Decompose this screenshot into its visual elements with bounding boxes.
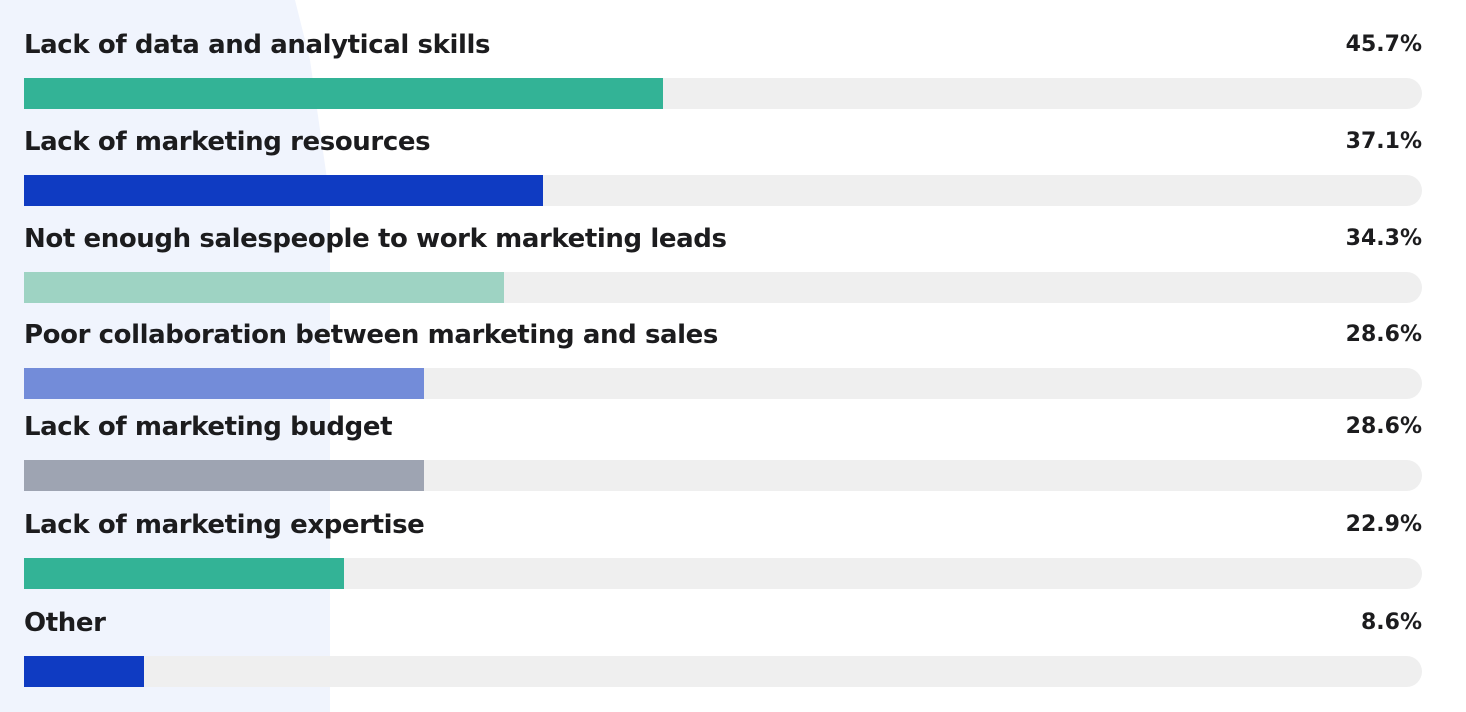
bar-track bbox=[24, 460, 1422, 491]
category-label: Not enough salespeople to work marketing… bbox=[24, 224, 727, 254]
bar-track bbox=[24, 558, 1422, 589]
category-label: Other bbox=[24, 608, 106, 638]
value-label: 37.1% bbox=[1345, 129, 1422, 154]
value-label: 8.6% bbox=[1360, 610, 1422, 635]
bar bbox=[24, 368, 424, 399]
category-label: Lack of marketing expertise bbox=[24, 510, 425, 540]
category-label: Lack of marketing resources bbox=[24, 127, 431, 157]
bar-track bbox=[24, 78, 1422, 109]
value-label: 34.3% bbox=[1345, 226, 1422, 251]
bar bbox=[24, 656, 144, 687]
bar-track bbox=[24, 175, 1422, 206]
category-label: Poor collaboration between marketing and… bbox=[24, 320, 718, 350]
bar-track bbox=[24, 272, 1422, 303]
value-label: 28.6% bbox=[1345, 414, 1422, 439]
bar-track bbox=[24, 656, 1422, 687]
bar bbox=[24, 78, 663, 109]
background-shape bbox=[0, 0, 330, 712]
bar bbox=[24, 175, 543, 206]
category-label: Lack of marketing budget bbox=[24, 412, 393, 442]
category-label: Lack of data and analytical skills bbox=[24, 30, 491, 60]
value-label: 45.7% bbox=[1345, 32, 1422, 57]
value-label: 22.9% bbox=[1345, 512, 1422, 537]
value-label: 28.6% bbox=[1345, 322, 1422, 347]
bar bbox=[24, 460, 424, 491]
bar bbox=[24, 272, 504, 303]
bar-track bbox=[24, 368, 1422, 399]
bar bbox=[24, 558, 344, 589]
